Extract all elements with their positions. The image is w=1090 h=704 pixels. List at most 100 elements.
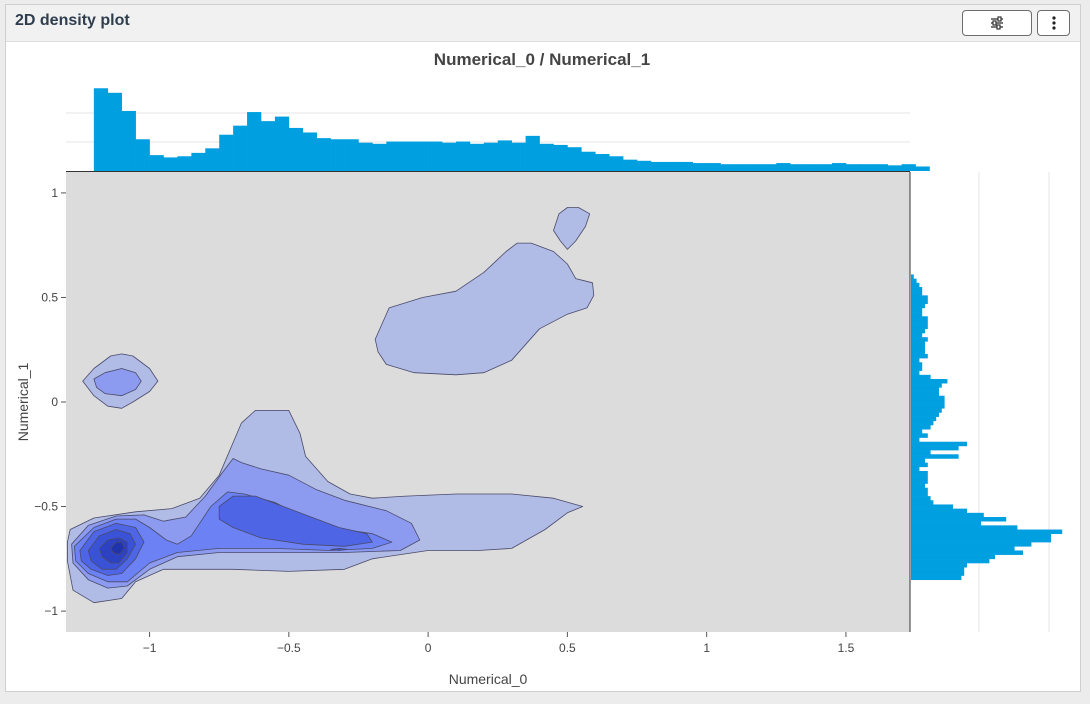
y-histogram-bar — [911, 328, 925, 334]
y-histogram-bar — [911, 299, 928, 305]
x-histogram-bar — [219, 134, 234, 171]
y-histogram-bar — [911, 366, 923, 371]
x-histogram-bar — [567, 147, 582, 171]
x-histogram-bar — [135, 139, 150, 171]
x-marginal-histogram — [66, 88, 930, 172]
y-histogram-bar — [911, 525, 1018, 530]
y-histogram-bar — [911, 466, 920, 472]
x-histogram-bar — [664, 161, 680, 171]
x-histogram-bar — [414, 141, 429, 171]
more-options-button[interactable] — [1037, 10, 1070, 36]
x-histogram-bar — [358, 142, 373, 171]
x-histogram-bar — [818, 164, 833, 171]
y-histogram-bar — [911, 567, 965, 572]
y-histogram-bar — [911, 445, 959, 451]
x-histogram-bar — [177, 156, 192, 171]
x-histogram-bar — [260, 121, 276, 171]
y-histogram-bar — [911, 558, 990, 564]
y-histogram-bar — [911, 475, 928, 480]
x-histogram-bar — [859, 164, 875, 171]
x-histogram-bar — [288, 127, 304, 171]
y-histogram-bar — [911, 554, 995, 560]
y-histogram-bar — [911, 404, 945, 409]
panel-title: 2D density plot — [15, 12, 130, 29]
x-histogram-bar — [887, 165, 902, 171]
y-histogram-bar — [911, 324, 928, 330]
y-histogram-bar — [911, 512, 984, 518]
y-tick-label: −0.5 — [34, 500, 58, 514]
y-histogram-bar — [911, 517, 1007, 522]
x-tick-label: −1 — [143, 641, 157, 655]
y-histogram-bar — [911, 362, 923, 367]
x-histogram-bar — [428, 141, 443, 171]
y-histogram-bar — [911, 504, 953, 509]
y-histogram-bar — [911, 450, 931, 455]
y-histogram-bar — [911, 571, 965, 576]
x-histogram-bar — [511, 142, 526, 171]
y-histogram-bar — [911, 420, 934, 426]
y-axis-label: Numerical_1 — [15, 362, 31, 441]
x-histogram-bar — [107, 92, 123, 171]
y-histogram-bar — [911, 533, 1051, 539]
y-histogram-bar — [911, 395, 945, 401]
x-histogram-bar — [845, 164, 861, 171]
x-tick-label: 1.5 — [838, 641, 855, 655]
y-histogram-bar — [911, 441, 967, 447]
y-tick-label: 0.5 — [41, 290, 58, 304]
y-histogram-bar — [911, 303, 925, 309]
y-histogram-bar — [911, 374, 931, 380]
density-contour-level-5 — [330, 548, 348, 551]
x-histogram-bar — [316, 138, 331, 171]
y-histogram-bar — [911, 333, 923, 338]
x-histogram-bar — [790, 164, 805, 171]
x-histogram-bar — [93, 88, 109, 171]
y-histogram-bar — [911, 291, 923, 296]
y-histogram-bar — [911, 471, 928, 476]
x-histogram-bar — [205, 148, 220, 171]
y-histogram-bar — [911, 429, 923, 434]
y-histogram-bar — [911, 496, 931, 501]
panel-header: 2D density plot — [6, 5, 1080, 42]
x-tick-label: 0.5 — [559, 641, 576, 655]
x-histogram-bar — [678, 161, 694, 171]
settings-button[interactable] — [962, 10, 1032, 36]
y-histogram-bar — [911, 412, 939, 417]
y-histogram-bar — [911, 349, 925, 355]
density-contour-level-4 — [218, 495, 373, 547]
x-histogram-bar — [720, 164, 735, 171]
x-histogram-bar — [274, 116, 290, 171]
x-histogram-bar — [539, 143, 554, 171]
y-histogram-bar — [911, 462, 928, 468]
x-tick-label: 0 — [425, 641, 432, 655]
x-histogram-bar — [623, 159, 638, 171]
x-histogram-bar — [344, 139, 359, 171]
x-histogram-bar — [233, 125, 248, 171]
y-histogram-bar — [911, 341, 925, 346]
x-histogram-bar — [372, 143, 387, 171]
x-histogram-bar — [692, 163, 707, 171]
x-histogram-bar — [901, 164, 916, 171]
x-histogram-bar — [595, 154, 610, 171]
density-contour-level-2 — [93, 368, 142, 397]
x-histogram-bar — [804, 164, 819, 171]
y-histogram-bar — [911, 491, 928, 497]
y-histogram-bar — [911, 278, 917, 284]
y-histogram-bar — [911, 358, 920, 363]
density-contour-level-1 — [374, 242, 595, 376]
x-axis-label: Numerical_0 — [449, 671, 528, 687]
chart-title: Numerical_0 / Numerical_1 — [434, 50, 650, 69]
x-histogram-bar — [832, 163, 847, 171]
y-histogram-bar — [911, 383, 942, 388]
x-histogram-bar — [386, 141, 401, 171]
y-histogram-bar — [911, 307, 923, 313]
x-histogram-bar — [581, 151, 596, 171]
x-histogram-bar — [609, 156, 624, 171]
y-tick-label: 0 — [51, 395, 58, 409]
kebab-menu-icon — [1051, 16, 1056, 30]
y-histogram-bar — [911, 542, 1032, 547]
y-histogram-bar — [911, 295, 928, 300]
y-marginal-histogram — [911, 172, 1063, 632]
y-histogram-bar — [911, 546, 1015, 551]
y-histogram-bar — [911, 345, 925, 351]
x-histogram-bar — [121, 110, 136, 171]
